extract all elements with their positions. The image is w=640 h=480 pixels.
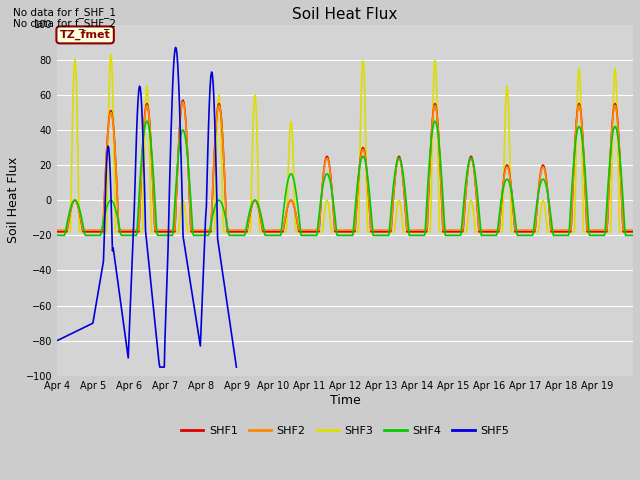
SHF4: [438, 172, 445, 178]
SHF4: [120, 232, 128, 238]
SHF3: [438, 229, 445, 235]
X-axis label: Time: Time: [330, 394, 360, 407]
SHF2: [405, 227, 413, 233]
SHF3: [122, 229, 129, 235]
SHF5: [227, 323, 234, 329]
SHF5: [120, 327, 128, 333]
SHF3: [405, 229, 413, 235]
SHF4: [227, 232, 235, 238]
SHF2: [53, 227, 61, 233]
SHF1: [120, 229, 128, 235]
SHF4: [629, 232, 637, 238]
SHF4: [256, 206, 264, 212]
SHF2: [438, 192, 445, 198]
SHF3: [227, 229, 235, 235]
SHF5: [53, 338, 61, 344]
Title: Soil Heat Flux: Soil Heat Flux: [292, 7, 397, 22]
SHF3: [107, 51, 115, 57]
Y-axis label: Soil Heat Flux: Soil Heat Flux: [7, 157, 20, 243]
SHF4: [143, 118, 151, 124]
SHF2: [629, 227, 637, 233]
SHF4: [53, 232, 61, 238]
SHF3: [53, 229, 61, 235]
SHF3: [256, 229, 264, 235]
SHF1: [405, 229, 413, 235]
SHF1: [256, 210, 264, 216]
Legend: SHF1, SHF2, SHF3, SHF4, SHF5: SHF1, SHF2, SHF3, SHF4, SHF5: [177, 422, 513, 441]
Text: TZ_fmet: TZ_fmet: [60, 30, 111, 40]
SHF3: [629, 229, 637, 235]
Text: No data for f_SHF_2: No data for f_SHF_2: [13, 18, 116, 29]
SHF1: [53, 229, 61, 235]
SHF2: [278, 227, 285, 233]
Line: SHF3: SHF3: [57, 54, 633, 232]
SHF4: [405, 232, 413, 238]
Line: SHF2: SHF2: [57, 102, 633, 230]
Line: SHF1: SHF1: [57, 100, 633, 232]
Text: No data for f_SHF_1: No data for f_SHF_1: [13, 7, 116, 18]
SHF2: [120, 227, 128, 233]
Line: SHF4: SHF4: [57, 121, 633, 235]
Line: SHF5: SHF5: [57, 48, 236, 367]
SHF4: [278, 227, 285, 232]
SHF2: [179, 99, 187, 105]
SHF2: [256, 210, 264, 216]
SHF1: [278, 229, 285, 235]
SHF1: [179, 97, 187, 103]
SHF1: [227, 229, 235, 235]
SHF3: [278, 229, 285, 235]
SHF1: [629, 229, 637, 235]
SHF1: [438, 193, 445, 199]
SHF2: [227, 227, 235, 233]
